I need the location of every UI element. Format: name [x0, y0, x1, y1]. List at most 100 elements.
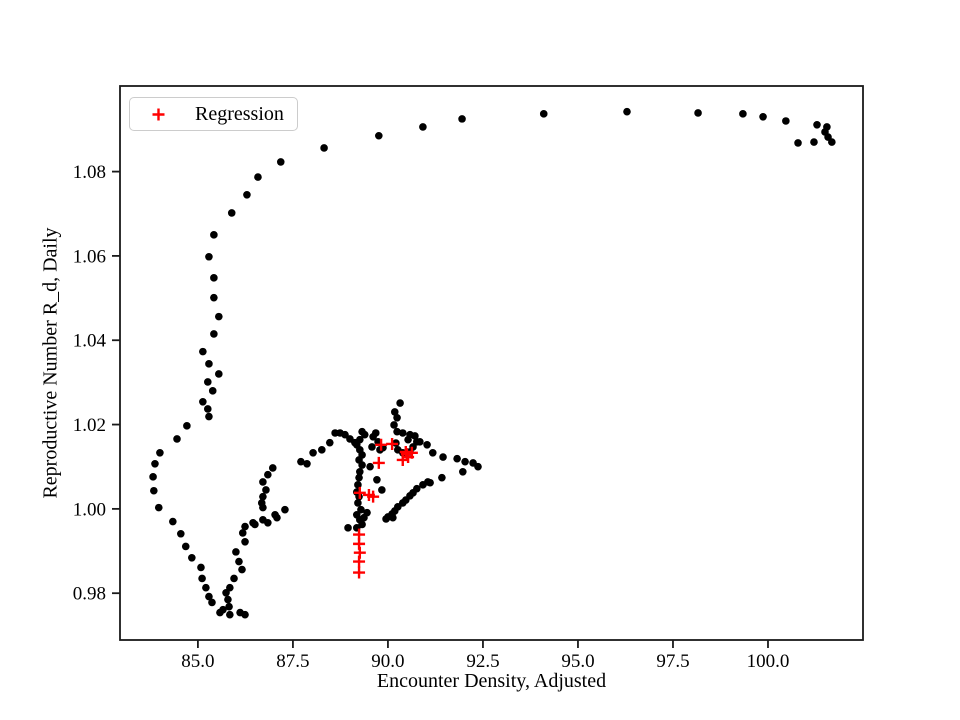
scatter-point: [375, 131, 383, 140]
x-tick-label: 87.5: [276, 651, 309, 672]
scatter-point: [257, 499, 266, 507]
scatter-point: [224, 595, 232, 604]
scatter-point: [368, 443, 376, 451]
scatter-point: [203, 405, 212, 413]
legend-label: Regression: [195, 103, 284, 125]
scatter-point: [356, 467, 364, 476]
scatter-point: [264, 470, 272, 479]
scatter-point: [235, 557, 243, 566]
scatter-point: [357, 505, 365, 514]
scatter-point: [373, 475, 381, 484]
scatter-point: [238, 565, 246, 574]
scatter-point: [393, 427, 401, 436]
scatter-point: [177, 529, 185, 538]
scatter-point: [428, 449, 437, 457]
x-tick-label: 85.0: [181, 651, 214, 672]
scatter-point: [254, 173, 262, 181]
scatter-point: [199, 397, 207, 406]
scatter-point: [320, 144, 328, 152]
scatter-point: [227, 209, 236, 217]
scatter-point: [226, 610, 234, 619]
scatter-point: [226, 583, 234, 592]
scatter-point: [241, 610, 249, 619]
scatter-point: [325, 438, 334, 447]
scatter-point: [243, 190, 251, 199]
scatter-point: [208, 598, 216, 607]
y-axis-label: Reproductive Number R_d, Daily: [39, 227, 62, 499]
scatter-point: [360, 430, 369, 439]
scatter-point: [474, 462, 482, 471]
scatter-point: [828, 138, 836, 146]
scatter-point: [394, 446, 402, 454]
scatter-point: [173, 435, 181, 443]
scatter-point: [318, 446, 326, 454]
x-tick-label: 90.0: [371, 651, 404, 672]
scatter-point: [208, 387, 217, 395]
scatter-point: [404, 435, 412, 444]
scatter-point: [341, 430, 349, 439]
scatter-point: [389, 513, 397, 522]
scatter-point: [694, 109, 702, 117]
scatter-point: [276, 158, 285, 166]
scatter-point: [813, 120, 821, 129]
scatter-point: [355, 473, 363, 482]
regression-marker: [353, 566, 366, 579]
x-axis-label: Encounter Density, Adjusted: [376, 670, 607, 692]
scatter-point: [181, 542, 190, 551]
plot-border: [119, 85, 864, 641]
scatter-point: [344, 524, 352, 532]
regression-marker: [372, 456, 385, 469]
scatter-point: [188, 553, 196, 562]
scatter-point: [459, 467, 467, 476]
scatter-point: [378, 486, 386, 494]
scatter-point: [354, 499, 362, 507]
scatter-point: [390, 408, 399, 416]
scatter-point: [371, 429, 380, 437]
scatter-point: [439, 453, 447, 461]
scatter-point: [281, 505, 289, 514]
scatter-point: [259, 492, 267, 501]
y-tick-label: 1.00: [73, 499, 106, 520]
x-tick-label: 95.0: [561, 651, 594, 672]
y-tick-label: 0.98: [73, 584, 106, 605]
scatter-point: [197, 563, 205, 572]
scatter-point: [205, 592, 213, 601]
scatter-point: [396, 399, 404, 407]
scatter-point: [411, 432, 419, 440]
scatter-point: [203, 378, 212, 386]
scatter-point: [183, 422, 191, 430]
scatter-point: [215, 312, 223, 321]
scatter-point: [150, 486, 158, 495]
scatter-point: [210, 231, 218, 239]
scatter-point: [151, 459, 159, 468]
regression-plus-icon: [152, 108, 165, 120]
scatter-point: [205, 360, 213, 368]
scatter-point: [238, 529, 247, 537]
scatter-point: [309, 449, 317, 457]
scatter-point: [794, 139, 802, 147]
scatter-point: [225, 602, 233, 611]
scatter-point: [262, 486, 270, 494]
scatter-point: [782, 117, 790, 125]
y-tick-label: 1.04: [73, 331, 107, 352]
scatter-point: [268, 464, 277, 472]
scatter-point: [366, 462, 374, 471]
scatter-point: [241, 537, 249, 546]
scatter-point: [739, 110, 747, 118]
regression-marker: [353, 555, 366, 568]
scatter-point: [419, 123, 427, 131]
regression-marker: [353, 486, 366, 499]
scatter-point: [259, 478, 267, 486]
scatter-point: [251, 520, 259, 529]
scatter-point: [156, 449, 164, 457]
scatter-point: [453, 454, 461, 463]
x-tick-label: 97.5: [656, 651, 689, 672]
scatter-point: [297, 457, 305, 466]
scatter-point: [154, 503, 163, 512]
scatter-point: [230, 574, 238, 583]
scatter-point: [423, 440, 431, 449]
scatter-point: [398, 429, 407, 437]
y-tick-label: 1.06: [73, 246, 106, 267]
